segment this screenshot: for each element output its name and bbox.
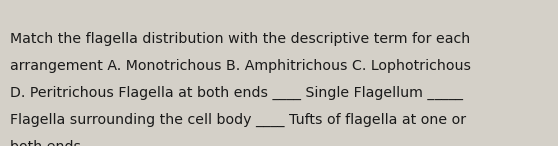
Text: Flagella surrounding the cell body ____ Tufts of flagella at one or: Flagella surrounding the cell body ____ …	[10, 113, 466, 127]
Text: D. Peritrichous Flagella at both ends ____ Single Flagellum _____: D. Peritrichous Flagella at both ends __…	[10, 86, 463, 100]
Text: both ends _____: both ends _____	[10, 140, 121, 146]
Text: arrangement A. Monotrichous B. Amphitrichous C. Lophotrichous: arrangement A. Monotrichous B. Amphitric…	[10, 59, 471, 73]
Text: Match the flagella distribution with the descriptive term for each: Match the flagella distribution with the…	[10, 32, 470, 46]
